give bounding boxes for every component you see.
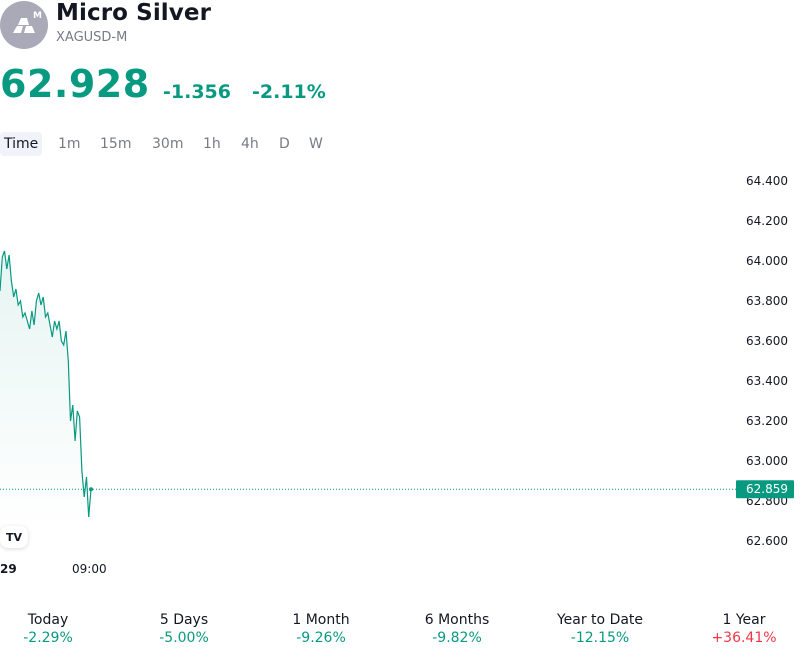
symbol-logo: M [0, 1, 48, 49]
price-axis: 64.400 64.200 64.000 63.800 63.600 63.400 63.2… [746, 174, 788, 548]
perf-1-month[interactable]: 1 Month -9.26% [255, 612, 387, 647]
perf-label: 6 Months [424, 612, 490, 628]
perf-value: -9.26% [296, 630, 346, 646]
perf-label: 1 Month [292, 612, 350, 628]
perf-value: -5.00% [159, 630, 209, 646]
series-line [0, 250, 92, 518]
perf-value: -9.82% [432, 630, 482, 646]
perf-value: +36.41% [711, 630, 777, 646]
last-price-tag-text: 62.859 [746, 482, 788, 496]
tab-15m[interactable]: 15m [100, 136, 132, 152]
price-chart[interactable]: 64.400 64.200 64.000 63.800 63.600 63.400 63.2… [0, 160, 800, 560]
x-tick-0900: 09:00 [72, 562, 107, 576]
perf-5-days[interactable]: 5 Days -5.00% [118, 612, 250, 647]
y-tick-label: 63.400 [746, 374, 788, 388]
price-change-percent: -2.11% [252, 81, 326, 103]
tab-w[interactable]: W [309, 136, 323, 152]
logo-badge: M [33, 11, 42, 21]
instrument-symbol: XAGUSD-M [56, 30, 128, 45]
series-area [0, 251, 91, 530]
perf-label: 1 Year [722, 612, 766, 628]
y-tick-label: 63.000 [746, 454, 788, 468]
tab-30m[interactable]: 30m [152, 136, 184, 152]
perf-label: 5 Days [159, 612, 209, 628]
perf-1-year[interactable]: 1 Year +36.41% [678, 612, 800, 647]
last-price: 62.928 [0, 62, 150, 106]
tab-time[interactable]: Time [0, 132, 43, 156]
perf-label: Year to Date [556, 612, 644, 628]
perf-6-months[interactable]: 6 Months -9.82% [391, 612, 523, 647]
tab-1h[interactable]: 1h [203, 136, 221, 152]
y-tick-label: 64.200 [746, 214, 788, 228]
perf-value: -12.15% [570, 630, 630, 646]
perf-year-to-date[interactable]: Year to Date -12.15% [534, 612, 666, 647]
perf-value: -2.29% [23, 630, 73, 646]
tab-1m[interactable]: 1m [58, 136, 81, 152]
tab-4h[interactable]: 4h [241, 136, 259, 152]
y-tick-label: 64.000 [746, 254, 788, 268]
y-tick-label: 64.400 [746, 174, 788, 188]
last-price-tag [736, 480, 794, 499]
silver-bars-icon: M [13, 11, 42, 33]
instrument-title: Micro Silver [56, 0, 212, 26]
y-tick-label: 63.600 [746, 334, 788, 348]
x-tick-29: 29 [0, 562, 17, 576]
tradingview-logo[interactable]: TV [0, 526, 28, 548]
last-price-dot [89, 487, 93, 492]
perf-label: Today [27, 612, 69, 628]
svg-text:TV: TV [6, 531, 23, 544]
tradingview-icon: TV [6, 531, 23, 544]
y-tick-label: 62.600 [746, 534, 788, 548]
y-tick-label: 63.200 [746, 414, 788, 428]
tab-d[interactable]: D [279, 136, 290, 152]
perf-today[interactable]: Today -2.29% [0, 612, 114, 647]
y-tick-label: 63.800 [746, 294, 788, 308]
price-change: -1.356 [163, 81, 231, 103]
